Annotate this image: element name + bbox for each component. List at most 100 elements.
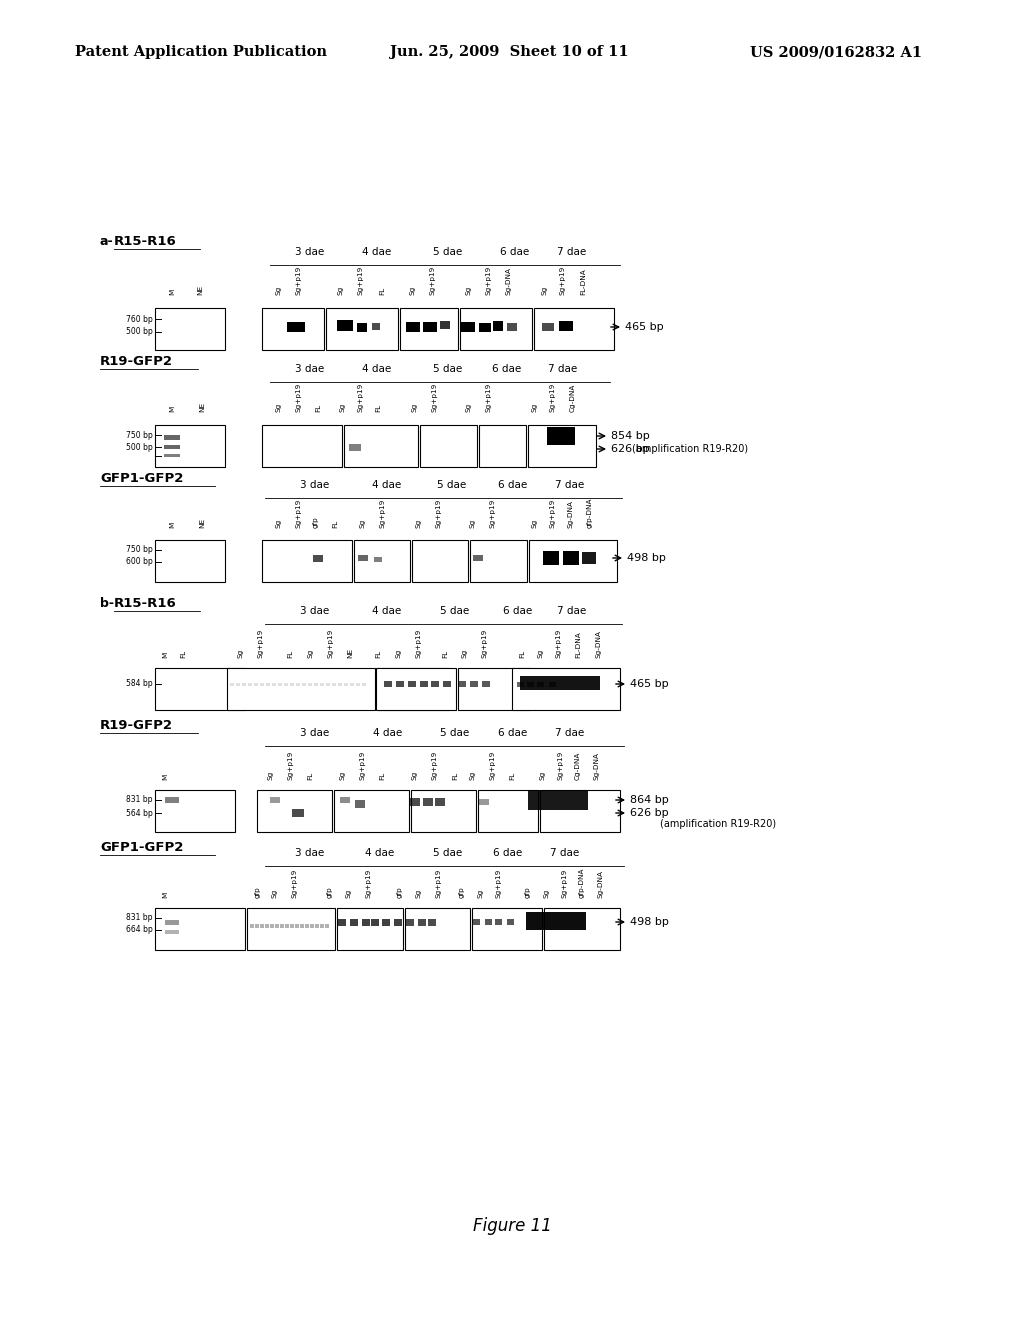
Bar [458, 668, 530, 710]
Bar [520, 676, 600, 690]
Text: 6 dae: 6 dae [493, 364, 521, 374]
Bar [255, 924, 259, 928]
Bar [227, 668, 375, 710]
Bar [534, 308, 614, 350]
Text: Sg: Sg [469, 519, 475, 528]
Bar [290, 924, 294, 928]
Bar [278, 682, 282, 685]
Bar [563, 550, 579, 565]
Text: gfp: gfp [255, 886, 261, 898]
Bar [305, 924, 309, 928]
Text: NE: NE [347, 648, 353, 657]
Bar [292, 809, 304, 817]
Bar [270, 797, 280, 803]
Text: 760 bp: 760 bp [126, 314, 153, 323]
Bar [248, 682, 252, 685]
Text: 465 bp: 465 bp [625, 322, 664, 333]
Text: gfp: gfp [313, 516, 319, 528]
Text: (amplification R19-R20): (amplification R19-R20) [660, 818, 776, 829]
Text: Sg: Sg [237, 648, 243, 657]
Bar [319, 924, 324, 928]
Bar [372, 322, 380, 330]
Bar [482, 681, 490, 686]
Text: gfp: gfp [459, 886, 465, 898]
Bar [374, 557, 382, 561]
Text: 5 dae: 5 dae [437, 480, 467, 490]
Text: 626 bp: 626 bp [611, 444, 649, 454]
Bar [155, 540, 225, 582]
Text: Sg: Sg [275, 285, 281, 294]
Text: Sg+p19: Sg+p19 [287, 751, 293, 780]
Bar [338, 682, 342, 685]
Text: Sg+p19: Sg+p19 [327, 628, 333, 657]
Bar [362, 919, 370, 925]
Text: Sg: Sg [537, 648, 543, 657]
Bar [420, 425, 477, 467]
Bar [280, 924, 284, 928]
Text: 6 dae: 6 dae [501, 247, 529, 257]
Bar [412, 540, 468, 582]
Text: Patent Application Publication: Patent Application Publication [75, 45, 327, 59]
Bar [308, 682, 312, 685]
Text: Sg: Sg [542, 285, 548, 294]
Bar [478, 789, 538, 832]
Bar [275, 924, 279, 928]
Bar [313, 554, 323, 561]
Text: R19-GFP2: R19-GFP2 [100, 719, 173, 733]
Bar [376, 668, 456, 710]
Bar [443, 681, 451, 686]
Bar [356, 682, 360, 685]
Bar [262, 425, 342, 467]
Text: Sg+p19: Sg+p19 [557, 751, 563, 780]
Text: b-: b- [100, 597, 114, 610]
Bar [296, 682, 300, 685]
Bar [406, 908, 470, 950]
Text: 6 dae: 6 dae [499, 729, 527, 738]
Text: Sg: Sg [469, 771, 475, 780]
Text: 5 dae: 5 dae [440, 729, 470, 738]
Bar [458, 681, 466, 686]
Text: Sg+p19: Sg+p19 [561, 869, 567, 898]
Text: Sg+p19: Sg+p19 [357, 265, 362, 294]
Text: 6 dae: 6 dae [499, 480, 527, 490]
Bar [155, 908, 245, 950]
Bar [526, 681, 534, 686]
Text: R15-R16: R15-R16 [114, 597, 177, 610]
Text: 465 bp: 465 bp [630, 678, 669, 689]
Text: R15-R16: R15-R16 [114, 235, 177, 248]
Text: Sg: Sg [307, 648, 313, 657]
Bar [155, 668, 245, 710]
Text: 854 bp: 854 bp [611, 432, 650, 441]
Text: Sg-DNA: Sg-DNA [505, 267, 511, 294]
Bar [479, 799, 489, 805]
Bar [357, 322, 367, 331]
Bar [165, 931, 179, 935]
Text: 6 dae: 6 dae [504, 606, 532, 616]
Text: 584 bp: 584 bp [126, 680, 153, 689]
Bar [302, 682, 306, 685]
Text: Sg+p19: Sg+p19 [435, 869, 441, 898]
Text: FL: FL [307, 772, 313, 780]
Text: 7 dae: 7 dae [555, 729, 585, 738]
Bar [493, 321, 503, 331]
Text: Sg+p19: Sg+p19 [295, 383, 301, 412]
Bar [382, 919, 390, 925]
Text: FL: FL [509, 772, 515, 780]
Bar [529, 540, 617, 582]
Bar [260, 682, 264, 685]
Text: 5 dae: 5 dae [440, 606, 470, 616]
Text: FL: FL [287, 649, 293, 657]
Text: 3 dae: 3 dae [300, 729, 330, 738]
Bar [290, 682, 294, 685]
Text: Sg: Sg [275, 403, 281, 412]
Bar [528, 425, 596, 467]
Text: GFP1-GFP2: GFP1-GFP2 [100, 473, 183, 484]
Text: FL: FL [375, 649, 381, 657]
Text: gfp: gfp [397, 886, 403, 898]
Text: 4 dae: 4 dae [362, 247, 391, 257]
Text: FL: FL [375, 404, 381, 412]
Bar [537, 681, 544, 686]
Bar [262, 308, 324, 350]
Text: 498 bp: 498 bp [627, 553, 666, 564]
Bar [247, 908, 335, 950]
